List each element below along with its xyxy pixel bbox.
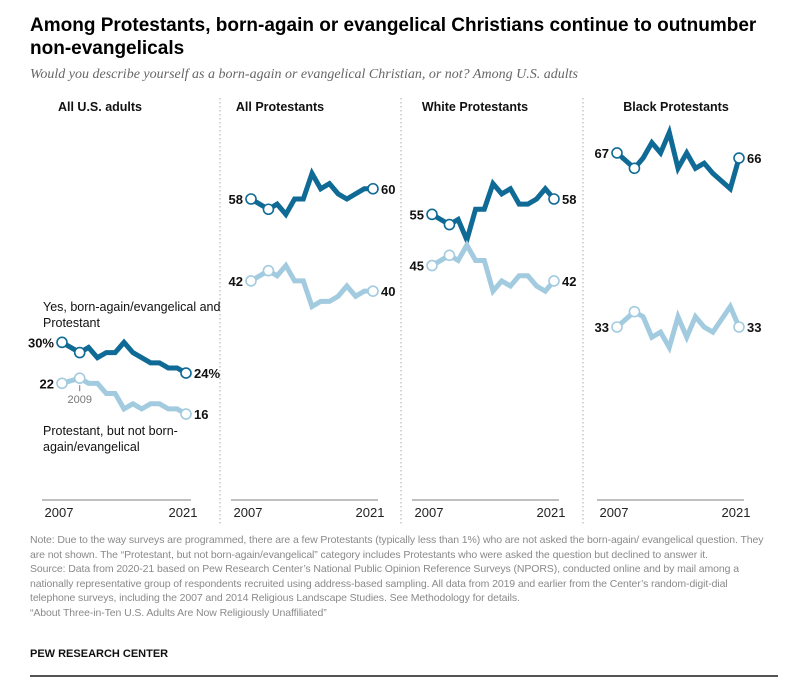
data-point-marker: [548, 275, 560, 287]
x-tick-label: 2007: [234, 505, 263, 520]
end-value-label: 60: [381, 182, 395, 197]
end-value-label: 24%: [194, 366, 220, 381]
data-point-marker: [443, 249, 456, 262]
end-value-label: 16: [194, 407, 208, 422]
data-point-marker: [245, 193, 257, 205]
data-point-marker: [628, 162, 641, 175]
end-value-label: 66: [747, 151, 761, 166]
panel-title: Black Protestants: [623, 100, 729, 114]
data-point-marker: [733, 321, 745, 333]
data-point-marker: [180, 367, 192, 379]
year-marker-label: 2009: [67, 394, 91, 406]
panel-title: All U.S. adults: [58, 100, 142, 114]
start-value-label: 55: [410, 207, 424, 222]
series-line-non-evangelical: [249, 261, 373, 311]
x-tick-label: 2021: [169, 505, 198, 520]
start-value-label: 30%: [28, 335, 54, 350]
data-point-marker: [73, 372, 86, 385]
non-evangelical-series-annotation: Protestant, but not born-again/evangelic…: [43, 424, 178, 454]
start-value-label: 42: [229, 274, 243, 289]
start-value-label: 33: [595, 320, 609, 335]
end-value-label: 58: [562, 192, 576, 207]
chart-title: Among Protestants, born-again or evangel…: [30, 15, 757, 59]
pew-logo-text: PEW RESEARCH CENTER: [30, 648, 169, 660]
series-line-evangelical: [249, 167, 373, 219]
data-point-marker: [180, 408, 192, 420]
data-point-marker: [367, 285, 379, 297]
x-tick-label: 2007: [415, 505, 444, 520]
series-line-evangelical: [430, 178, 556, 248]
end-value-label: 40: [381, 284, 395, 299]
start-value-label: 45: [410, 259, 424, 274]
data-point-marker: [611, 321, 623, 333]
panel-title: All Protestants: [236, 100, 324, 114]
x-tick-label: 2021: [722, 505, 751, 520]
note-text: Note: Due to the way surveys are program…: [30, 534, 764, 561]
data-point-marker: [426, 208, 438, 221]
x-tick-label: 2021: [537, 505, 566, 520]
bottom-rule: [30, 675, 778, 677]
series-line-non-evangelical: [430, 240, 556, 297]
chart-subtitle: Would you describe yourself as a born-ag…: [30, 67, 578, 82]
series-line-non-evangelical: [61, 375, 188, 417]
x-tick-label: 2007: [600, 505, 629, 520]
end-value-label: 42: [562, 274, 576, 289]
panel-title: White Protestants: [422, 100, 528, 114]
data-point-marker: [367, 182, 379, 195]
data-point-marker: [245, 275, 257, 287]
data-point-marker: [733, 152, 745, 164]
end-value-label: 33: [747, 320, 761, 335]
start-value-label: 22: [40, 376, 54, 391]
data-point-marker: [611, 147, 623, 159]
start-value-label: 58: [229, 192, 243, 207]
source-text: Source: Data from 2020-21 based on Pew R…: [30, 563, 739, 604]
data-point-marker: [548, 193, 560, 205]
data-point-marker: [262, 203, 275, 216]
data-point-marker: [262, 264, 275, 277]
series-line-non-evangelical: [615, 301, 742, 354]
data-point-marker: [56, 336, 68, 349]
data-point-marker: [56, 377, 68, 390]
notes: Note: Due to the way surveys are program…: [30, 533, 775, 620]
start-value-label: 67: [595, 146, 609, 161]
data-point-marker: [443, 218, 456, 231]
series-line-evangelical: [615, 124, 742, 194]
x-tick-label: 2021: [356, 505, 385, 520]
series-line-evangelical: [60, 338, 188, 376]
data-point-marker: [426, 259, 438, 272]
report-title: “About Three-in-Ten U.S. Adults Are Now …: [30, 606, 327, 619]
evangelical-series-annotation: Yes, born-again/evangelical and Protesta…: [43, 300, 221, 330]
data-point-marker: [73, 346, 86, 359]
x-tick-label: 2007: [45, 505, 74, 520]
data-point-marker: [628, 305, 641, 318]
